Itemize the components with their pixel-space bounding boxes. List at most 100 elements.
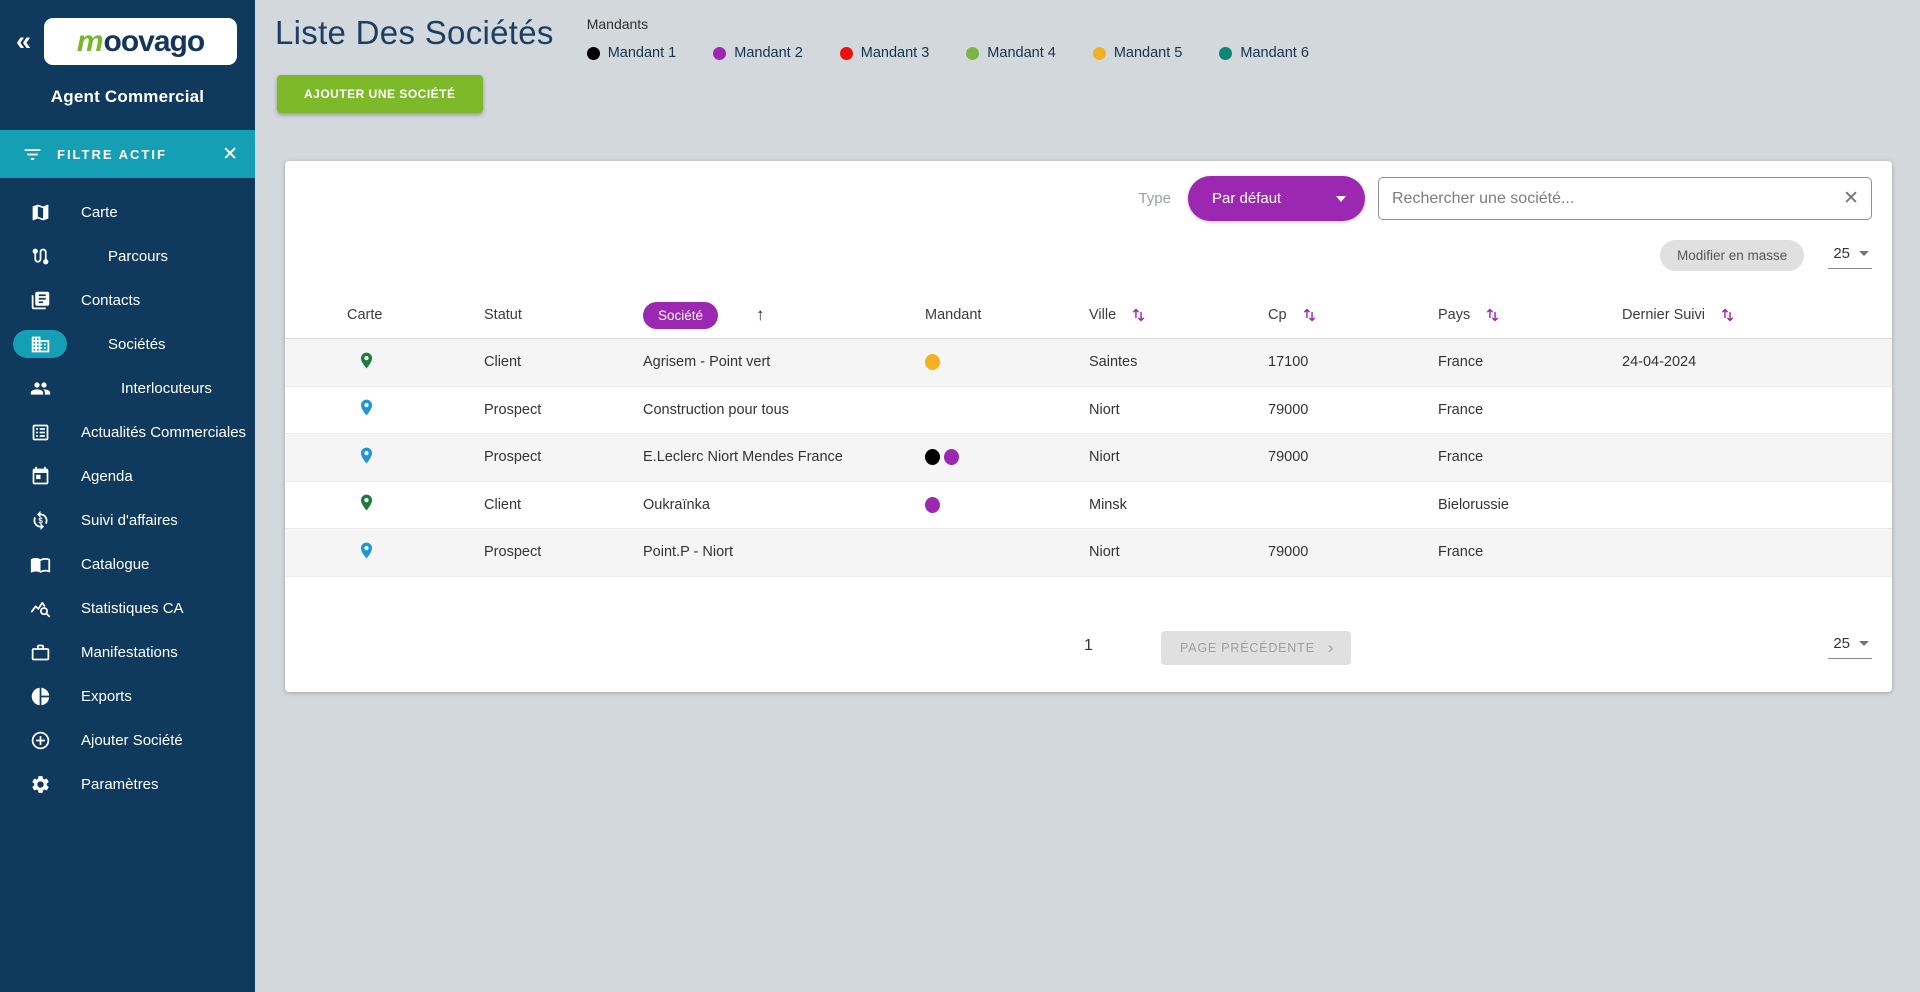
active-sort-column-pill[interactable]: Société: [643, 301, 719, 329]
sidebar-header: « m oovago: [0, 0, 255, 65]
column-header-label: Statut: [484, 307, 522, 323]
plus-circle-icon: [13, 726, 67, 754]
sidebar-item-interlocuteurs[interactable]: Interlocuteurs: [0, 366, 255, 410]
sidebar-item-contacts[interactable]: Contacts: [0, 278, 255, 322]
mandant-color-dot: [944, 449, 959, 466]
filter-row: Type Par défaut ✕: [285, 161, 1892, 221]
table-row[interactable]: Prospect Point.P - Niort Niort 79000 France: [285, 529, 1892, 577]
page-size-select-bottom[interactable]: 25: [1828, 633, 1872, 659]
clear-search-icon[interactable]: ✕: [1843, 188, 1859, 209]
cell-statut: Client: [484, 354, 522, 371]
sidebar-item-label: Suivi d'affaires: [81, 511, 178, 529]
sidebar-item-label: Contacts: [81, 291, 141, 309]
cell-societe: Construction pour tous: [643, 401, 789, 418]
sidebar-item-label: Ajouter Société: [81, 731, 183, 749]
filter-bar-label: FILTRE ACTIF: [57, 146, 167, 162]
page-header: Liste Des Sociétés Mandants Mandant 1 Man…: [255, 0, 1920, 61]
sidebar-item-label: Sociétés: [108, 335, 166, 353]
page-size-select-top[interactable]: 25: [1828, 243, 1872, 269]
active-filter-bar[interactable]: FILTRE ACTIF ✕: [0, 130, 255, 178]
column-header-carte: Carte: [347, 307, 484, 323]
moovago-logo[interactable]: m oovago: [44, 18, 237, 65]
pagination: 1 PAGE PRÉCÉDENTE › 25: [285, 629, 1892, 671]
table-header-row: Carte Statut Société ↑ Mandant Ville Cp Pays Der…: [285, 292, 1892, 339]
companies-table: Carte Statut Société ↑ Mandant Ville Cp Pays Der…: [285, 292, 1892, 577]
filter-icon: [24, 148, 41, 160]
column-header-société[interactable]: Société ↑: [643, 301, 925, 329]
sidebar: « m oovago Agent Commercial FILTRE ACTIF …: [0, 0, 255, 992]
column-header-label: Ville: [1089, 307, 1117, 323]
column-header-ville[interactable]: Ville: [1089, 306, 1268, 324]
map-pin-icon[interactable]: [357, 491, 376, 514]
mandants-legend-items: Mandant 1 Mandant 2 Mandant 3 Mandant 4 Mand…: [586, 45, 1309, 61]
type-select[interactable]: Par défaut: [1188, 176, 1365, 221]
chevron-down-icon: [1336, 195, 1346, 202]
cell-pays: Bielorussie: [1438, 496, 1509, 513]
map-pin-icon[interactable]: [357, 349, 376, 372]
table-row[interactable]: Client Agrisem - Point vert Saintes 17100 Fr…: [285, 339, 1892, 387]
sort-icon[interactable]: [1484, 306, 1501, 324]
mandant-color-dot: [1219, 46, 1233, 60]
sidebar-item-statistiques-ca[interactable]: Statistiques CA: [0, 586, 255, 630]
column-header-pays[interactable]: Pays: [1438, 306, 1622, 324]
cell-pays: France: [1438, 544, 1484, 561]
sidebar-item-parametres[interactable]: Paramètres: [0, 762, 255, 806]
sidebar-item-label: Paramètres: [81, 775, 159, 793]
cell-ville: Minsk: [1089, 496, 1127, 513]
table-row[interactable]: Client Oukraïnka Minsk Bielorussie: [285, 482, 1892, 529]
svg-text:$: $: [38, 516, 43, 525]
sidebar-item-parcours[interactable]: Parcours: [0, 234, 255, 278]
column-header-label: Pays: [1438, 307, 1471, 323]
add-company-button[interactable]: AJOUTER UNE SOCIÉTÉ: [277, 75, 483, 113]
sidebar-item-carte[interactable]: Carte: [0, 190, 255, 234]
cell-cp: 79000: [1268, 401, 1309, 418]
sidebar-item-actualites-commerciales[interactable]: Actualités Commerciales: [0, 410, 255, 454]
bulk-edit-button[interactable]: Modifier en masse: [1660, 240, 1805, 271]
agent-commercial-label: Agent Commercial: [50, 87, 205, 106]
mandants-legend: Mandants Mandant 1 Mandant 2 Mandant 3 Mand…: [586, 16, 1309, 61]
map-pin-icon[interactable]: [357, 444, 376, 467]
building-icon: [13, 330, 67, 358]
cell-carte: [347, 491, 484, 518]
cell-mandant: [925, 354, 1089, 371]
sidebar-item-suivi-daffaires[interactable]: $ Suivi d'affaires: [0, 498, 255, 542]
cell-cp: 17100: [1268, 354, 1309, 371]
page-title: Liste Des Sociétés: [275, 14, 554, 51]
search-input[interactable]: [1392, 189, 1836, 208]
sidebar-item-exports[interactable]: Exports: [0, 674, 255, 718]
column-header-cp[interactable]: Cp: [1268, 306, 1438, 324]
type-select-value: Par défaut: [1212, 190, 1282, 207]
sort-icon[interactable]: [1301, 306, 1318, 324]
mandant-color-dot: [839, 46, 853, 60]
mandant-color-dot: [966, 46, 980, 60]
sidebar-item-catalogue[interactable]: Catalogue: [0, 542, 255, 586]
previous-page-button[interactable]: PAGE PRÉCÉDENTE ›: [1161, 630, 1352, 665]
cell-dernier-suivi: 24-04-2024: [1622, 354, 1697, 371]
sidebar-menu: Carte Parcours Contacts Sociétés Interlocute…: [0, 190, 255, 806]
sort-icon[interactable]: [1130, 306, 1147, 324]
cell-statut: Prospect: [484, 449, 542, 466]
current-page-number: 1: [1084, 636, 1093, 654]
map-pin-icon[interactable]: [357, 396, 376, 419]
column-header-statut: Statut: [484, 307, 643, 323]
mandant-color-dot: [925, 496, 940, 513]
cell-carte: [347, 349, 484, 376]
cell-statut: Prospect: [484, 401, 542, 418]
cell-carte: [347, 396, 484, 423]
close-filter-icon[interactable]: ✕: [222, 143, 238, 165]
sort-icon[interactable]: [1719, 306, 1736, 324]
cell-mandant: [925, 449, 1089, 466]
map-pin-icon[interactable]: [357, 539, 376, 562]
table-row[interactable]: Prospect E.Leclerc Niort Mendes France Nio…: [285, 434, 1892, 482]
sidebar-item-ajouter-societe[interactable]: Ajouter Société: [0, 718, 255, 762]
sidebar-item-manifestations[interactable]: Manifestations: [0, 630, 255, 674]
sidebar-item-societes[interactable]: Sociétés: [0, 322, 255, 366]
column-header-dernier-suivi[interactable]: Dernier Suivi: [1622, 306, 1892, 324]
legend-item: Mandant 1: [586, 45, 676, 61]
legend-item: Mandant 2: [713, 45, 803, 61]
sort-ascending-icon[interactable]: ↑: [756, 305, 765, 324]
sidebar-item-agenda[interactable]: Agenda: [0, 454, 255, 498]
cell-ville: Niort: [1089, 449, 1120, 466]
collapse-sidebar-icon[interactable]: «: [16, 26, 32, 56]
table-row[interactable]: Prospect Construction pour tous Niort 79000…: [285, 387, 1892, 434]
